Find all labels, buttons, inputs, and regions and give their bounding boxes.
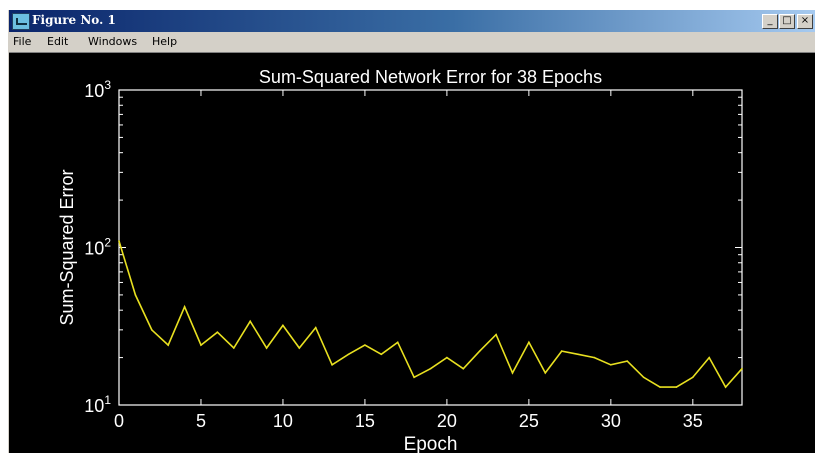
y-axis-label: Sum-Squared Error	[57, 169, 77, 325]
title-bar[interactable]: Figure No. 1 _ □ ×	[9, 10, 815, 32]
figure-canvas: 0 5 10 15 20 25 30 35 101 102 103 Sum-Squared Netwo…	[9, 53, 815, 453]
error-data-point	[364, 344, 366, 346]
error-data-point	[150, 329, 153, 331]
error-data-point	[478, 350, 481, 352]
error-data-point	[528, 341, 530, 344]
close-button[interactable]: ×	[797, 14, 813, 29]
x-tick-label: 25	[519, 411, 539, 431]
error-series-line	[118, 240, 743, 389]
error-data-point	[544, 372, 547, 374]
error-data-point	[429, 367, 432, 370]
x-tick-label: 5	[196, 411, 206, 431]
error-data-point	[462, 367, 465, 370]
menu-windows[interactable]: Windows	[88, 35, 138, 48]
error-data-point	[692, 376, 694, 379]
minimize-button[interactable]: _	[762, 14, 778, 29]
error-data-point	[118, 240, 120, 242]
x-tick-label: 30	[601, 411, 621, 431]
error-data-point	[347, 353, 350, 356]
figure-app-icon[interactable]	[12, 13, 30, 30]
x-tick-label: 15	[355, 411, 375, 431]
error-data-point	[593, 356, 596, 359]
error-data-point	[298, 347, 301, 349]
error-data-point	[216, 331, 219, 333]
error-data-point	[741, 367, 743, 370]
error-data-point	[282, 324, 284, 327]
chart-title: Sum-Squared Network Error for 38 Epochs	[259, 67, 602, 87]
error-data-point	[331, 363, 333, 366]
error-data-point	[413, 376, 415, 379]
error-data-point	[314, 326, 317, 329]
y-tick-label: 103	[84, 78, 111, 101]
error-data-point	[200, 344, 202, 346]
error-data-point	[380, 353, 383, 356]
error-data-point	[659, 386, 661, 388]
error-chart: 0 5 10 15 20 25 30 35 101 102 103 Sum-Squared Netwo…	[57, 67, 743, 453]
x-tick-label: 0	[114, 411, 124, 431]
error-data-point	[708, 356, 711, 359]
error-data-point	[134, 294, 137, 296]
error-data-point	[642, 376, 645, 379]
error-data-point	[675, 386, 678, 388]
window-title: Figure No. 1	[32, 13, 116, 27]
error-data-point	[232, 347, 235, 349]
x-tick-label: 35	[683, 411, 703, 431]
figure-window: Figure No. 1 _ □ × File Edit Windows Hel…	[8, 10, 815, 453]
error-data-point	[183, 306, 186, 308]
error-data-point	[396, 341, 399, 344]
error-data-point	[511, 372, 514, 374]
plot-axes-box	[118, 89, 743, 406]
error-data-point	[446, 356, 448, 359]
error-data-point	[560, 350, 563, 352]
menu-help[interactable]: Help	[152, 35, 178, 48]
error-data-point	[724, 386, 727, 388]
maximize-button[interactable]: □	[779, 14, 795, 29]
error-data-point	[495, 333, 497, 336]
menu-file[interactable]: File	[13, 35, 32, 48]
x-axis-label: Epoch	[404, 434, 458, 453]
x-tick-label: 20	[437, 411, 457, 431]
error-data-point	[249, 320, 251, 323]
error-data-point	[265, 347, 268, 349]
error-data-point	[610, 363, 612, 366]
y-tick-label: 101	[84, 393, 111, 416]
menu-bar: File Edit Windows Help	[9, 32, 815, 53]
error-data-point	[167, 344, 169, 346]
menu-edit[interactable]: Edit	[47, 35, 69, 48]
x-tick-label: 10	[273, 411, 293, 431]
y-tick-label: 102	[84, 236, 111, 259]
error-data-point	[577, 353, 579, 356]
error-data-point	[626, 360, 629, 362]
